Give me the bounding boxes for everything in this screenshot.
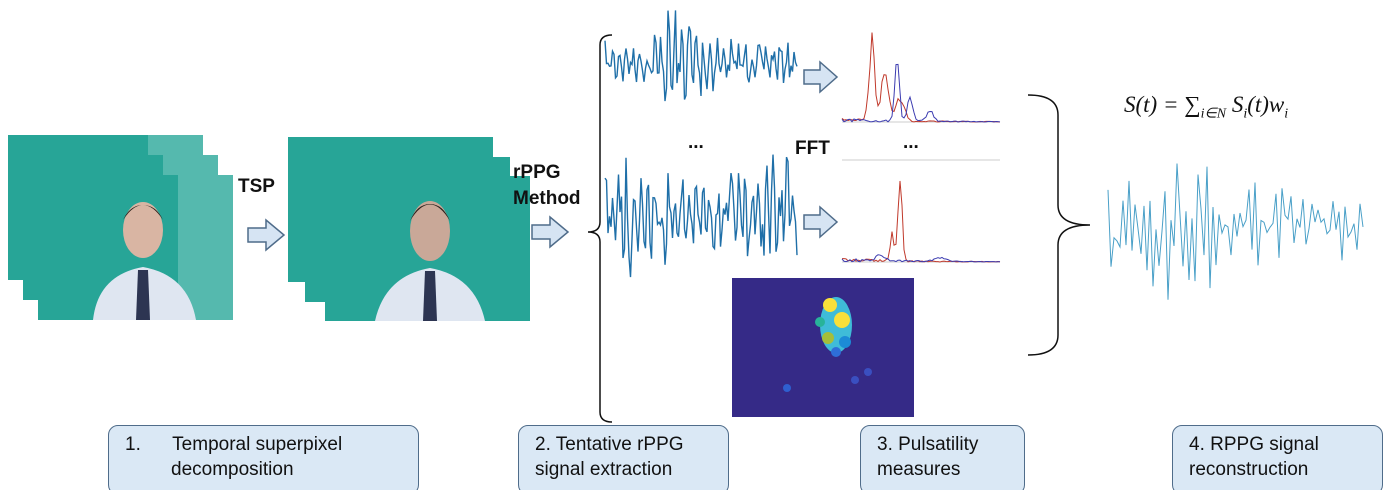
tsp-label: TSP <box>238 176 275 197</box>
signals <box>604 10 1364 300</box>
rppg-label: Method <box>513 188 581 209</box>
rppg-label: rPPG <box>513 162 561 183</box>
step-text: 4. RPPG signal <box>1189 434 1319 455</box>
fft-label: FFT <box>795 138 830 159</box>
step-box: 1. Temporal superpixel decomposition <box>108 425 419 490</box>
waveform <box>841 254 1001 263</box>
step-text: signal extraction <box>535 459 673 480</box>
video-frames <box>8 135 233 320</box>
waveform <box>841 63 1001 123</box>
formula-sub: i <box>1284 106 1289 122</box>
waveform <box>841 180 1001 263</box>
formula-sub: i <box>1243 106 1248 122</box>
arrows <box>247 60 839 252</box>
ellipsis: ... <box>688 132 704 153</box>
step-text: 3. Pulsatility <box>877 434 979 455</box>
waveform <box>604 10 798 102</box>
pulsatility-map <box>732 278 914 417</box>
step-text: reconstruction <box>1189 459 1309 480</box>
fft-axes <box>842 121 1000 263</box>
formula-lhs: S(t) = <box>1124 92 1185 117</box>
waveform <box>1107 163 1364 300</box>
formula: S(t) = ∑i∈N Si(t)wi <box>1124 92 1288 123</box>
step-box: 4. RPPG signal reconstruction <box>1172 425 1383 490</box>
step-box: 3. Pulsatility measures <box>860 425 1025 490</box>
step-text: 2. Tentative rPPG <box>535 434 684 455</box>
superpixel-frames <box>288 137 530 321</box>
step-text: 1. Temporal superpixel <box>125 434 343 455</box>
brace <box>587 34 613 423</box>
ellipsis: ... <box>903 132 919 153</box>
brace <box>1027 94 1091 356</box>
step-text: measures <box>877 459 961 480</box>
waveform <box>604 154 798 278</box>
step-box: 2. Tentative rPPG signal extraction <box>518 425 729 490</box>
formula-term: S <box>1231 92 1244 117</box>
formula-sum: ∑ <box>1184 92 1201 117</box>
formula-sub: i∈N <box>1200 106 1227 122</box>
waveform <box>841 32 1001 123</box>
formula-rest: (t)w <box>1247 92 1285 117</box>
step-text: decomposition <box>171 459 294 480</box>
